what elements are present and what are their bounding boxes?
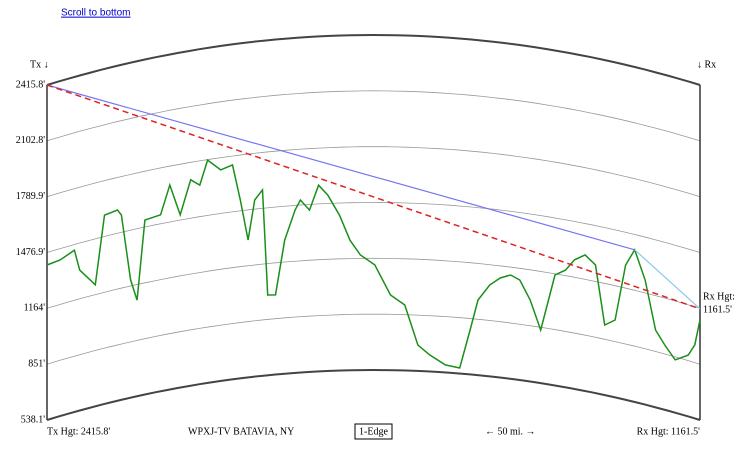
y-tick-label: 2415.8' xyxy=(16,79,46,90)
rx-height: 1161.5' xyxy=(703,304,732,315)
rx-height-title: Rx Hgt: xyxy=(703,291,735,302)
y-tick-label: 2102.8' xyxy=(16,135,46,146)
footer-mode[interactable]: 1-Edge xyxy=(359,426,388,437)
footer-distance: ← 50 mi. → xyxy=(485,426,536,437)
footer-rx: Rx Hgt: 1161.5' xyxy=(637,426,701,437)
grid-arc xyxy=(46,90,701,142)
grid-arc xyxy=(46,257,701,309)
y-tick-label: 1164' xyxy=(24,303,46,314)
grid-arc xyxy=(46,202,701,253)
footer-station: WPXJ-TV BATAVIA, NY xyxy=(188,426,294,437)
mode-box[interactable] xyxy=(354,423,393,440)
y-tick-label: 1789.9' xyxy=(16,191,46,202)
grid-arc xyxy=(46,33,701,86)
direct-line xyxy=(46,84,701,310)
grid-arc xyxy=(46,146,701,198)
path-segment xyxy=(634,249,701,310)
grid-arc xyxy=(46,368,701,421)
tx-marker: Tx ↓ xyxy=(30,59,49,70)
terrain-line xyxy=(46,158,701,369)
y-tick-label: 1476.9' xyxy=(16,247,46,258)
grid-arc xyxy=(46,313,701,365)
scroll-link[interactable]: Scroll to bottom xyxy=(61,8,130,19)
path-segment xyxy=(46,84,635,251)
rx-marker: ↓ Rx xyxy=(697,59,716,70)
footer-tx: Tx Hgt: 2415.8' xyxy=(47,426,110,437)
y-tick-label: 538.1' xyxy=(21,414,46,425)
y-tick-label: 851' xyxy=(28,358,45,369)
